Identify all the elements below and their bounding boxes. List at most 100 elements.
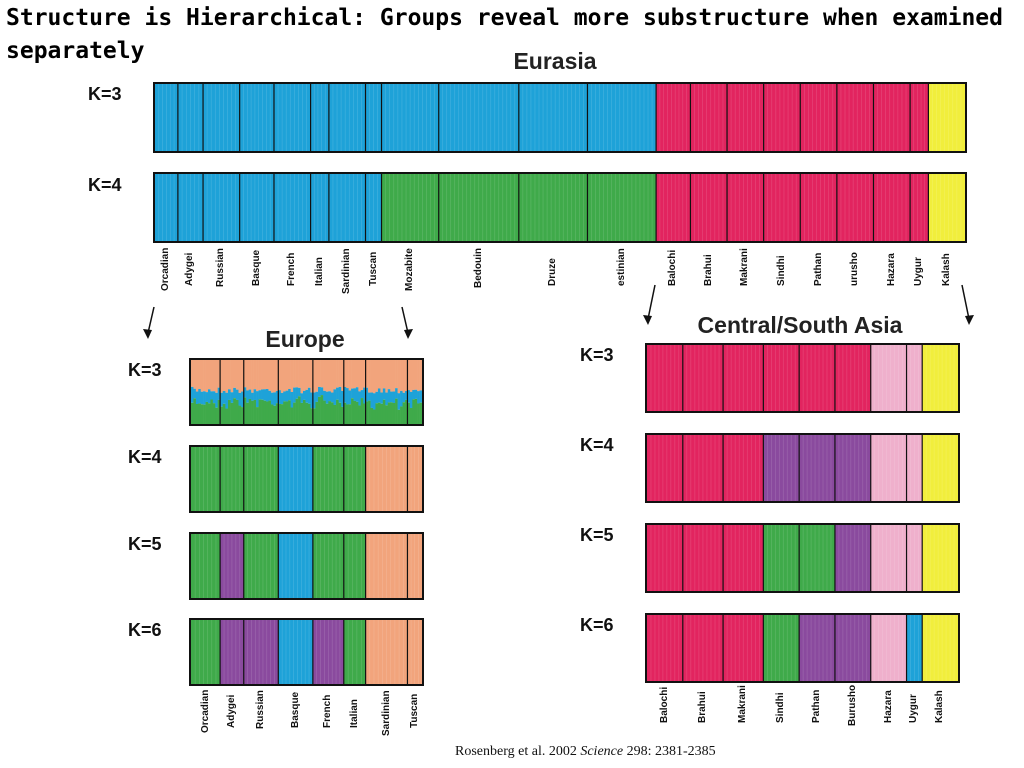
ancestry-bar	[395, 360, 398, 389]
population-label-uygur: Uygur	[913, 257, 925, 286]
ancestry-bar	[177, 174, 204, 241]
ancestry-bar	[283, 360, 287, 392]
ancestry-bar	[723, 435, 764, 501]
ancestry-bar	[333, 360, 337, 390]
ancestry-bar	[295, 387, 299, 399]
ancestry-bar	[365, 620, 408, 684]
population-label-basque: Basque	[250, 249, 262, 286]
ancestry-bar	[372, 409, 376, 424]
ancestry-bar	[400, 390, 403, 407]
ancestry-bar	[397, 409, 401, 424]
population-segment-orcadian	[155, 84, 179, 151]
ancestry-bar	[414, 398, 418, 424]
ancestry-bar	[343, 447, 367, 511]
population-segment-french	[273, 174, 311, 241]
ancestry-bar	[217, 360, 221, 388]
ancestry-bar	[343, 534, 367, 598]
ancestry-bar	[293, 387, 296, 403]
ancestry-bar	[763, 435, 800, 501]
europe-k4-plot	[189, 445, 424, 513]
ancestry-bar	[377, 388, 381, 403]
population-label-palestinian: estinian	[615, 248, 627, 286]
ancestry-bar	[333, 389, 337, 405]
k-label: K=3	[580, 345, 614, 365]
ancestry-bar	[358, 405, 362, 424]
ancestry-bar	[253, 360, 257, 390]
ancestry-bar	[300, 360, 304, 394]
population-segment-russian	[243, 534, 279, 598]
ancestry-bar	[253, 389, 257, 400]
ancestry-bar	[222, 403, 226, 424]
population-segment-sardinian	[328, 84, 366, 151]
ancestry-bar	[203, 84, 241, 151]
panel-title-europe: Europe	[265, 326, 345, 352]
ancestry-bar	[320, 360, 324, 388]
ancestry-bar	[395, 398, 398, 424]
population-segment-sindhi	[763, 84, 801, 151]
population-segment-basque	[239, 174, 275, 241]
ancestry-bar	[193, 388, 197, 399]
population-label-hazara: Hazara	[885, 253, 897, 286]
ancestry-bar	[906, 435, 923, 501]
ancestry-bar	[372, 393, 376, 410]
ancestry-bar	[307, 403, 311, 424]
ancestry-bar	[330, 392, 334, 403]
population-segment-burusho	[834, 345, 872, 411]
europe-k6-plot	[189, 618, 424, 686]
ancestry-bar	[682, 525, 724, 591]
population-segment-basque	[278, 534, 314, 598]
ancestry-bar	[587, 174, 657, 241]
ancestry-bar	[870, 525, 907, 591]
ancestry-bar	[397, 360, 401, 394]
ancestry-bar	[799, 615, 836, 681]
arrow-icon	[401, 306, 413, 339]
ancestry-bar	[191, 402, 194, 424]
ancestry-bar	[278, 447, 314, 511]
ancestry-bar	[198, 388, 202, 404]
ancestry-bar	[220, 406, 224, 424]
ancestry-bar	[380, 392, 384, 404]
ancestry-bar	[407, 360, 411, 391]
ancestry-bar	[285, 390, 289, 402]
ancestry-bar	[407, 447, 422, 511]
ancestry-bar	[235, 360, 239, 390]
population-segment-french	[273, 84, 311, 151]
ancestry-bar	[290, 407, 294, 424]
population-segment-adygei	[220, 534, 245, 598]
population-segment-uygur	[910, 174, 929, 241]
ancestry-bar	[227, 399, 231, 424]
ancestry-bar	[402, 360, 406, 393]
ancestry-bar	[338, 402, 342, 424]
ancestry-bar	[261, 399, 264, 424]
population-segment-russian	[243, 360, 279, 424]
ancestry-bar	[910, 84, 929, 151]
ancestry-bar	[302, 390, 306, 400]
ancestry-bar	[278, 620, 314, 684]
structure-plot-svg	[647, 525, 958, 591]
structure-plot-svg	[647, 615, 958, 681]
ancestry-bar	[414, 360, 418, 390]
ancestry-bar	[318, 386, 321, 397]
population-segment-kalash	[928, 174, 965, 241]
ancestry-bar	[248, 398, 252, 424]
ancestry-bar	[205, 401, 209, 424]
ancestry-bar	[210, 391, 214, 400]
population-segment-italian	[343, 534, 367, 598]
ancestry-bar	[200, 404, 204, 424]
ancestry-bar	[723, 615, 764, 681]
population-segment-orcadian	[191, 620, 221, 684]
ancestry-bar	[261, 389, 264, 400]
population-segment-sardinian	[365, 620, 408, 684]
csa-k4-plot	[645, 433, 960, 503]
ancestry-bar	[278, 534, 314, 598]
population-label-makrani: Makrani	[737, 685, 749, 723]
population-label-hazara: Hazara	[882, 690, 894, 723]
population-segment-adygei	[220, 447, 245, 511]
population-label-makrani: Makrani	[739, 248, 751, 286]
population-segment-kalash	[922, 615, 958, 681]
ancestry-bar	[256, 407, 259, 424]
ancestry-bar	[205, 360, 209, 393]
population-segment-pathan	[800, 174, 838, 241]
europe-k5-plot	[189, 532, 424, 600]
ancestry-bar	[268, 390, 272, 401]
